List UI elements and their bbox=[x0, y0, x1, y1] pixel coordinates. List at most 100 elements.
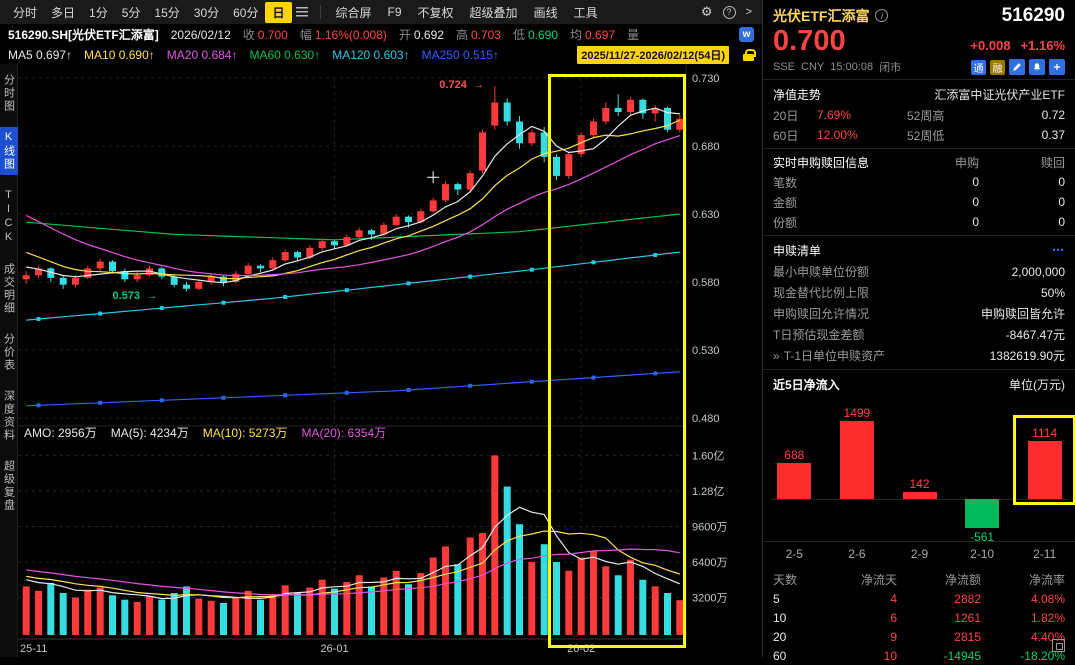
nav-label: 52周低 bbox=[907, 128, 945, 143]
flow-table-cell: 2815 bbox=[954, 629, 981, 644]
pcf-row: » T-1日单位申赎资产 1382619.90元 bbox=[763, 345, 1075, 366]
more-dots-icon[interactable]: ⋯ bbox=[1052, 243, 1065, 257]
nav-label: 52周高 bbox=[907, 108, 945, 123]
flow-date-label: 2-6 bbox=[848, 547, 866, 561]
netflow-bar-chart: 688 2-5 1499 2-6 142 2-9 -561 2-10 1114 2-11 bbox=[763, 395, 1075, 570]
quote-field-幅: 幅 1.16%(0.008) bbox=[299, 28, 387, 42]
sidebar-item-成交明细[interactable]: 成交明细 bbox=[2, 263, 15, 315]
rt-value: 0 bbox=[972, 215, 979, 229]
toolbar-menu-不复权[interactable]: 不复权 bbox=[417, 5, 454, 20]
toolbar-item-15分[interactable]: 15分 bbox=[154, 5, 180, 20]
toolbar-menu-F9[interactable]: F9 bbox=[387, 5, 402, 19]
svg-text:→: → bbox=[147, 290, 158, 302]
pcf-section-title: 申赎清单 bbox=[773, 243, 822, 258]
alert-bell-icon[interactable] bbox=[1029, 59, 1045, 75]
ma-legend-MA5: MA5 0.697↑ bbox=[8, 47, 73, 62]
add-plus-icon[interactable] bbox=[1049, 59, 1065, 75]
nav-value: 7.69% bbox=[817, 108, 852, 122]
pcf-label: 最小申赎单位份额 bbox=[773, 265, 870, 279]
sidebar-item-超级复盘[interactable]: 超级复盘 bbox=[2, 460, 15, 512]
realtime-row: 份额 0 0 bbox=[763, 212, 1075, 232]
realtime-header-row: 实时申购赎回信息 申购 赎回 bbox=[763, 152, 1075, 172]
pcf-label: » T-1日单位申赎资产 bbox=[773, 349, 886, 363]
th-netdays: 净流天 bbox=[860, 573, 897, 587]
expand-arrow-icon[interactable]: » bbox=[773, 349, 780, 363]
toolbar-right-group: ⚙ ? > bbox=[701, 4, 756, 20]
toolbar-item-多日[interactable]: 多日 bbox=[51, 5, 76, 20]
toolbar-item-5分[interactable]: 5分 bbox=[121, 5, 141, 20]
nav-value: 12.00% bbox=[817, 128, 858, 142]
toolbar-item-1分[interactable]: 1分 bbox=[89, 5, 108, 20]
toolbar-period-group: 分时 多日 1分 5分 15分 30分 60分日 bbox=[6, 1, 312, 23]
panel-title-row: 光伏ETF汇添富 i 516290 bbox=[763, 0, 1075, 26]
info-icon[interactable]: i bbox=[875, 9, 889, 22]
sidebar-item-TICK[interactable]: TICK bbox=[2, 189, 15, 245]
flow-value-label: 1499 bbox=[843, 406, 871, 421]
price-change-group: +0.008 +1.16% bbox=[970, 38, 1065, 53]
sidebar-item-分时图[interactable]: 分时图 bbox=[2, 74, 15, 113]
toolbar-menu-工具[interactable]: 工具 bbox=[573, 5, 598, 20]
toolbar-item-分时[interactable]: 分时 bbox=[13, 5, 38, 20]
flow-bar-2-10 bbox=[965, 499, 1000, 529]
netflow-divider bbox=[763, 541, 1075, 542]
svg-text:0.573: 0.573 bbox=[113, 290, 141, 302]
help-icon[interactable]: ? bbox=[722, 5, 736, 19]
flow-value-label: 142 bbox=[909, 476, 930, 491]
nav-row: 60日 12.00% 52周低 0.37 bbox=[763, 125, 1075, 145]
toolbar-item-active-period[interactable]: 日 bbox=[265, 1, 292, 23]
quote-fields: 收 0.700 幅 1.16%(0.008) 开 0.692 高 0.703 低 0.690 均 0.… bbox=[243, 26, 642, 43]
toolbar-menu-综合屏[interactable]: 综合屏 bbox=[335, 5, 372, 20]
corner-qr-icon[interactable] bbox=[1052, 639, 1065, 652]
lock-icon[interactable] bbox=[743, 48, 756, 61]
price-change-pct: +1.16% bbox=[1020, 38, 1065, 53]
flow-table-cell: -14945 bbox=[943, 648, 981, 663]
chevron-right-icon[interactable]: > bbox=[745, 6, 752, 18]
pcf-row: T日预估现金差额 -8467.47元 bbox=[763, 324, 1075, 345]
flow-table-row: 20 9 2815 4.40% bbox=[763, 627, 1075, 646]
edit-pencil-icon[interactable] bbox=[1009, 59, 1025, 75]
sidebar-item-深度资料[interactable]: 深度资料 bbox=[2, 390, 15, 442]
toolbar-menu-画线[interactable]: 画线 bbox=[533, 5, 558, 20]
quote-time: 15:00:08 bbox=[830, 61, 874, 73]
rt-label: 笔数 bbox=[773, 175, 798, 190]
netflow-baseline bbox=[771, 499, 1067, 500]
nav-label: 20日 bbox=[773, 108, 799, 123]
ma-legend-MA60: MA60 0.630↑ bbox=[249, 47, 321, 62]
volume-legend-MA(20):: MA(20): 6354万 bbox=[301, 426, 387, 440]
ma-legend-MA20: MA20 0.684↑ bbox=[166, 47, 238, 62]
flow-date-label: 2-10 bbox=[970, 547, 995, 561]
sidebar-item-K线图[interactable]: K线图 bbox=[0, 127, 19, 175]
quote-field-均: 均 0.697 bbox=[570, 28, 616, 42]
toolbar-menu-超级叠加[interactable]: 超级叠加 bbox=[469, 5, 518, 20]
flow-table-cell: 5 bbox=[773, 591, 780, 606]
kline-chart-svg[interactable]: 0.730 0.680 0.630 0.580 0.530 0.480 1.60亿 1.28亿… bbox=[18, 64, 762, 657]
realtime-row: 金额 0 0 bbox=[763, 192, 1075, 212]
svg-text:→: → bbox=[473, 79, 484, 91]
quote-field-量: 量 bbox=[627, 28, 640, 42]
rt-value: 0 bbox=[1058, 175, 1065, 189]
pcf-row: 现金替代比例上限 50% bbox=[763, 282, 1075, 303]
flow-bar-2-11 bbox=[1027, 441, 1062, 499]
netflow-unit-label: 单位(万元) bbox=[1009, 377, 1065, 392]
rt-label: 金额 bbox=[773, 195, 798, 210]
sidebar-item-分价表[interactable]: 分价表 bbox=[2, 333, 15, 372]
flow-table-row: 5 4 2882 4.08% bbox=[763, 589, 1075, 608]
last-price: 0.700 bbox=[773, 25, 846, 57]
toolbar-item-60分[interactable]: 60分 bbox=[233, 5, 259, 20]
svg-text:0.730: 0.730 bbox=[692, 73, 720, 85]
wp-badge-icon[interactable]: w bbox=[739, 27, 754, 42]
flow-table-cell: 20 bbox=[773, 629, 787, 644]
panel-icons: 通融 bbox=[971, 59, 1065, 75]
rt-value: 0 bbox=[972, 175, 979, 189]
pcf-value: -8467.47元 bbox=[1005, 328, 1065, 342]
flow-table-cell: 9 bbox=[890, 629, 897, 644]
flow-date-label: 2-11 bbox=[1033, 547, 1057, 561]
settings-gear-icon[interactable]: ⚙ bbox=[700, 4, 713, 19]
rt-value: 0 bbox=[972, 195, 979, 209]
indicator-menu-icon[interactable] bbox=[295, 7, 308, 17]
pcf-value: 1382619.90元 bbox=[989, 349, 1065, 363]
fund-code: 516290 bbox=[1001, 4, 1065, 26]
toolbar-item-30分[interactable]: 30分 bbox=[193, 5, 220, 20]
flow-table-cell: 4.40% bbox=[1030, 629, 1065, 644]
date-range-pill[interactable]: 2025/11/27-2026/02/12(54日) bbox=[577, 45, 729, 64]
